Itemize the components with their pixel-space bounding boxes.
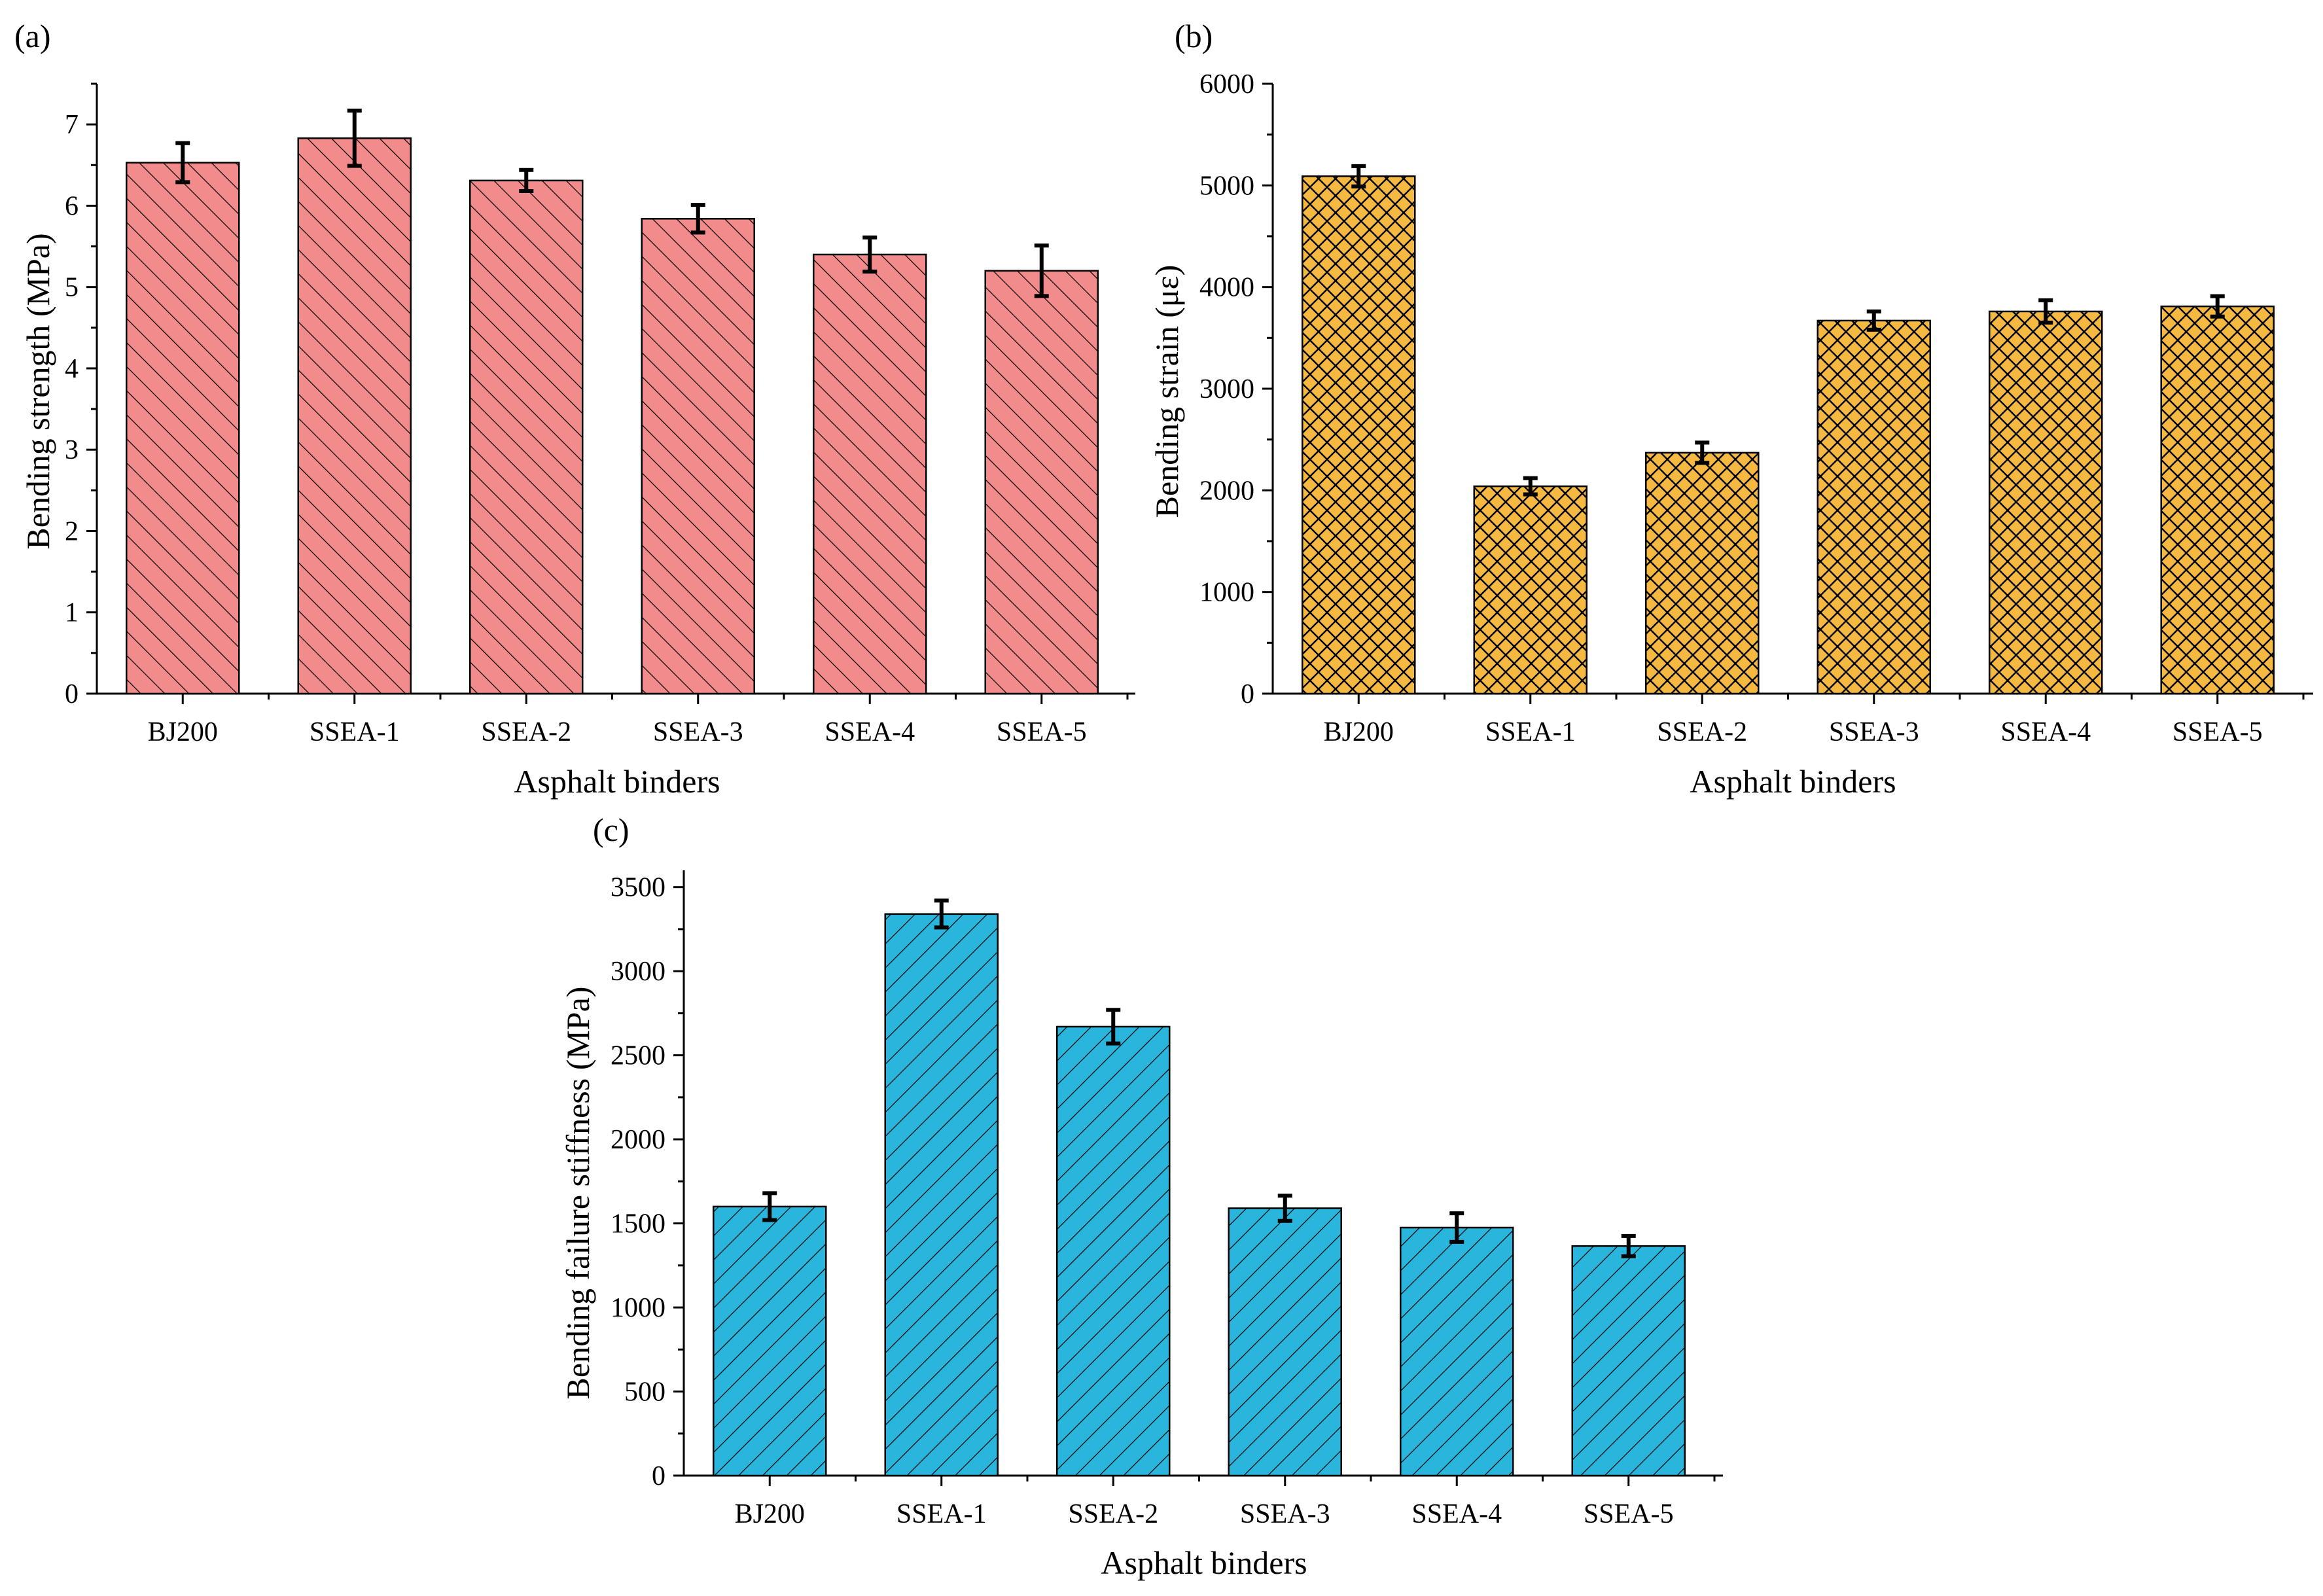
panel-a-bar-bj200 (126, 162, 240, 695)
panel-b-error-bar-ssea-1 (1523, 476, 1538, 497)
panel-b-label: (b) (1175, 18, 1213, 54)
panel-c-y-tick-label: 3000 (611, 957, 665, 987)
panel-c-error-bar-ssea-4 (1449, 1211, 1464, 1244)
panel-c-x-tick-label: SSEA-2 (1068, 1499, 1158, 1529)
panel-a-error-bar-ssea-1 (347, 109, 362, 168)
panel-a-x-tick-label: SSEA-2 (481, 717, 571, 747)
panel-c-x-axis-label: Asphalt binders (1101, 1544, 1307, 1581)
panel-c-bar-ssea-2 (1056, 1025, 1171, 1477)
panel-c-y-tick-label: 2500 (611, 1041, 665, 1071)
panel-a-label: (a) (14, 18, 51, 54)
panel-c-y-tick-label: 0 (652, 1461, 665, 1491)
panel-a-x-tick-label: BJ200 (148, 717, 218, 747)
panel-a-x-tick-label: SSEA-4 (825, 717, 915, 747)
panel-c-x-tick-label: BJ200 (735, 1499, 805, 1529)
panel-c-x-tick-label: SSEA-1 (896, 1499, 987, 1529)
panel-a-y-axis-label: Bending strength (MPa) (20, 233, 56, 549)
panel-b-x-tick-label: SSEA-1 (1485, 717, 1576, 747)
panel-a-y-tick-label: 0 (65, 679, 79, 709)
panel-c-bar-ssea-1 (884, 913, 999, 1477)
panel-a-bar-ssea-4 (813, 253, 927, 695)
panel-c-y-tick-label: 3500 (611, 873, 665, 903)
panel-b-error-bar-ssea-3 (1866, 309, 1881, 332)
panel-c-y-tick-label: 1500 (611, 1209, 665, 1239)
panel-a-bar-ssea-1 (297, 137, 412, 695)
panel-a-bar-ssea-3 (641, 218, 755, 695)
panel-b-y-tick-label: 2000 (1199, 476, 1254, 506)
panel-b-bar-ssea-4 (1989, 310, 2103, 695)
panel-b-bar-ssea-3 (1817, 319, 1931, 695)
panel-c-x-tick-label: SSEA-4 (1411, 1499, 1502, 1529)
panel-a-error-bar-ssea-4 (862, 235, 878, 274)
panel-c-y-tick-label: 500 (624, 1377, 665, 1408)
panel-b-y-tick-label: 6000 (1199, 69, 1254, 99)
panel-a-y-tick-label: 4 (65, 354, 79, 384)
panel-b-error-bar-ssea-4 (2038, 298, 2053, 325)
panel-b-x-tick-label: SSEA-5 (2172, 717, 2263, 747)
panel-b-bar-ssea-2 (1645, 452, 1760, 695)
panel-b-y-tick-label: 5000 (1199, 171, 1254, 201)
panel-c: (c) Bending failure stiffness (MPa) Asph… (559, 811, 1723, 1581)
panel-c-bar-ssea-5 (1571, 1245, 1686, 1477)
panel-c-x-tick-label: SSEA-5 (1584, 1499, 1674, 1529)
panel-a-error-bar-ssea-2 (519, 168, 534, 194)
panel-b-x-tick-label: SSEA-3 (1829, 717, 1919, 747)
panel-c-bar-ssea-4 (1400, 1226, 1514, 1477)
panel-c-y-axis-label: Bending failure stiffness (MPa) (559, 987, 596, 1400)
panel-c-label: (c) (593, 811, 630, 848)
panel-a-y-tick-label: 5 (65, 273, 79, 303)
panel-b-bar-ssea-1 (1473, 485, 1587, 695)
panel-b-y-tick-label: 3000 (1199, 374, 1254, 404)
panel-c-bar-bj200 (713, 1205, 827, 1477)
panel-a-bar-ssea-2 (469, 179, 584, 695)
panel-b-error-bar-ssea-2 (1695, 440, 1710, 465)
panel-c-x-tick-label: SSEA-3 (1240, 1499, 1330, 1529)
panel-a-x-tick-label: SSEA-1 (310, 717, 400, 747)
panel-c-error-bar-ssea-2 (1106, 1008, 1121, 1046)
panel-b-error-bar-ssea-5 (2210, 294, 2225, 319)
panel-c-bar-ssea-3 (1228, 1207, 1342, 1477)
panel-a-y-tick-label: 1 (65, 598, 79, 628)
panel-b-x-tick-label: BJ200 (1324, 717, 1394, 747)
panel-a-x-tick-label: SSEA-3 (653, 717, 743, 747)
panel-b-bar-bj200 (1302, 175, 1416, 695)
panel-b-bar-ssea-5 (2160, 305, 2275, 695)
panel-c-error-bar-bj200 (762, 1191, 777, 1222)
panel-b: (b) Bending strain (με) Asphalt binders … (1148, 18, 2313, 800)
panel-c-error-bar-ssea-5 (1621, 1233, 1636, 1258)
panel-b-error-bar-bj200 (1351, 164, 1366, 188)
panel-a-y-tick-label: 2 (65, 516, 79, 546)
panel-a-y-tick-label: 3 (65, 435, 79, 465)
panel-a-y-tick-label: 6 (65, 191, 79, 221)
panel-c-error-bar-ssea-3 (1277, 1194, 1292, 1223)
panel-a: (a) Bending strength (MPa) Asphalt binde… (14, 18, 1135, 800)
panel-c-y-tick-label: 2000 (611, 1125, 665, 1155)
panel-b-x-axis-label: Asphalt binders (1690, 763, 1896, 800)
panel-c-y-tick-label: 1000 (611, 1293, 665, 1323)
panel-b-y-axis-label: Bending strain (με) (1148, 265, 1185, 518)
panel-b-x-tick-label: SSEA-2 (1657, 717, 1747, 747)
panel-a-y-tick-label: 7 (65, 110, 79, 140)
panel-b-y-tick-label: 1000 (1199, 578, 1254, 608)
panel-b-y-tick-label: 0 (1241, 679, 1254, 709)
panel-a-x-tick-label: SSEA-5 (997, 717, 1087, 747)
panel-b-x-tick-label: SSEA-4 (2000, 717, 2091, 747)
panel-a-plot-area: 0 1 2 3 4 5 6 7 BJ200 SSEA-1 SSEA-2 SSEA-3 SSEA-4 SSE… (65, 82, 1135, 747)
panel-b-plot-area: 0 1000 2000 3000 4000 5000 6000 BJ200 SSEA-1 SSEA… (1199, 69, 2313, 747)
panel-a-error-bar-ssea-3 (690, 203, 705, 235)
panel-a-error-bar-ssea-5 (1034, 243, 1049, 298)
panel-a-error-bar-bj200 (175, 141, 190, 185)
panel-c-plot-area: 0 500 1000 1500 2000 2500 3000 3500 BJ200 SSEA-1 S… (611, 870, 1723, 1529)
panel-b-y-tick-label: 4000 (1199, 273, 1254, 303)
panel-a-x-axis-label: Asphalt binders (514, 763, 720, 800)
panel-a-bar-ssea-5 (984, 270, 1099, 695)
panel-c-error-bar-ssea-1 (934, 898, 949, 930)
